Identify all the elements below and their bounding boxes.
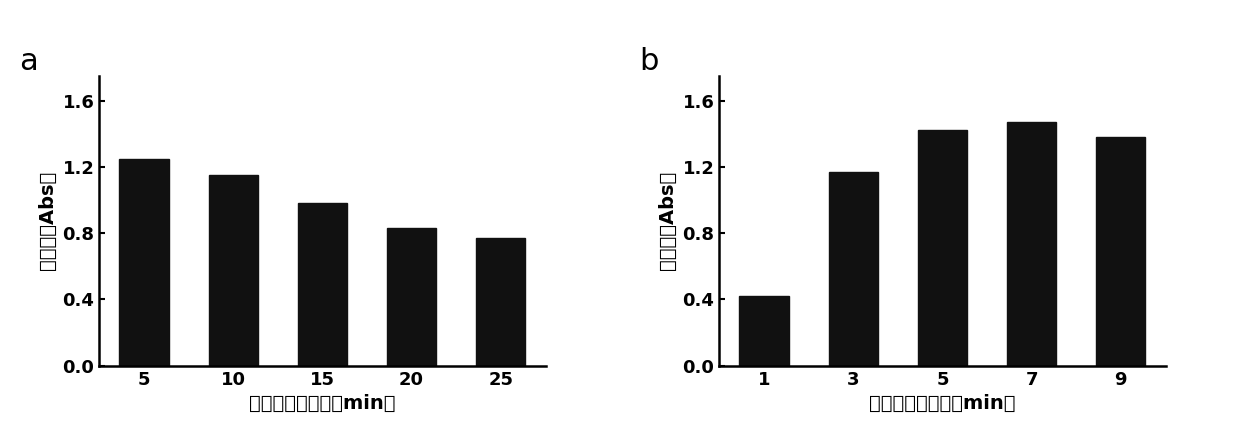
Bar <box>208 175 258 366</box>
Bar <box>476 238 526 366</box>
Text: b: b <box>639 47 658 76</box>
Bar <box>1007 122 1056 366</box>
Bar <box>1096 137 1146 366</box>
Bar <box>828 172 878 366</box>
Text: a: a <box>19 47 37 76</box>
Bar <box>387 228 436 366</box>
Bar <box>298 203 347 366</box>
Bar <box>739 296 789 366</box>
Bar <box>119 159 169 366</box>
X-axis label: 沸水浴反应时间（min）: 沸水浴反应时间（min） <box>249 394 396 413</box>
Y-axis label: 吸光度（Abs）: 吸光度（Abs） <box>37 171 57 270</box>
Bar <box>918 131 967 366</box>
Y-axis label: 吸光度（Abs）: 吸光度（Abs） <box>657 171 677 270</box>
X-axis label: 沸水浴反应时间（min）: 沸水浴反应时间（min） <box>869 394 1016 413</box>
